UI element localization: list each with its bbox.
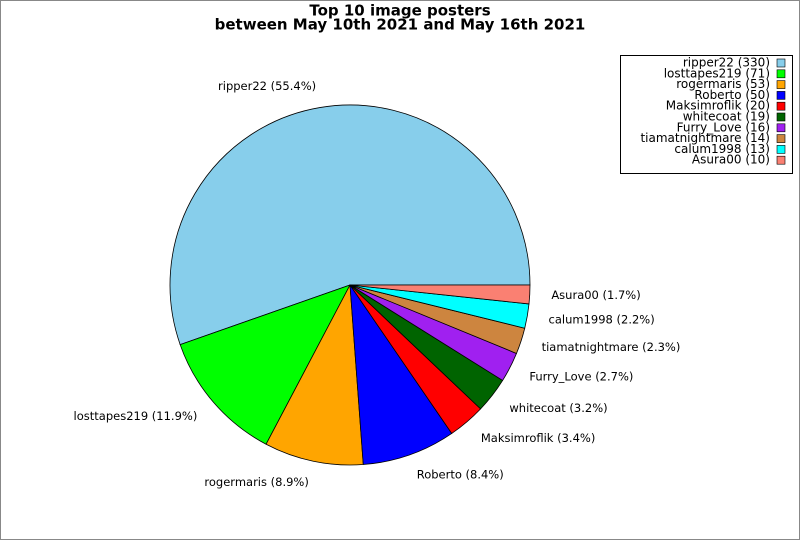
slice-label: Furry_Love (2.7%) (529, 370, 633, 384)
legend-swatch (776, 69, 786, 79)
slice-label: Maksimroflik (3.4%) (481, 431, 595, 445)
chart-title: Top 10 image posters (309, 2, 490, 20)
legend-swatch (776, 58, 786, 68)
legend-swatch (776, 123, 786, 133)
slice-label: Roberto (8.4%) (417, 468, 504, 482)
legend-label: Asura00 (10) (692, 153, 770, 167)
slice-label: Asura00 (1.7%) (551, 288, 640, 302)
legend-swatch (776, 155, 786, 165)
legend-label: tiamatnightmare (14) (640, 131, 770, 145)
legend-label: ripper22 (330) (683, 56, 770, 70)
legend-swatch (776, 80, 786, 89)
slice-label: calum1998 (2.2%) (549, 312, 655, 326)
legend-swatch (776, 101, 786, 111)
slice-label: losttapes219 (11.9%) (74, 409, 198, 423)
legend-swatch (776, 91, 786, 100)
legend-label: Furry_Love (16) (677, 120, 770, 134)
slice-label: rogermaris (8.9%) (204, 475, 308, 489)
legend-label: Maksimroflik (20) (666, 99, 770, 113)
slice-label: tiamatnightmare (2.3%) (542, 340, 681, 354)
pie-slice (179, 284, 351, 445)
chart-subtitle: between May 10th 2021 and May 16th 2021 (215, 16, 586, 34)
pie-slice (349, 284, 453, 465)
legend-box (620, 55, 793, 174)
legend-label: losttapes219 (71) (664, 66, 770, 80)
slice-label: whitecoat (3.2%) (509, 401, 607, 415)
pie-slice (265, 284, 364, 466)
legend-label: Roberto (50) (694, 88, 770, 102)
slice-label: ripper22 (55.4%) (218, 79, 316, 93)
legend-label: rogermaris (53) (676, 77, 770, 91)
legend-swatch (776, 134, 786, 143)
pie-slice (349, 284, 531, 305)
legend-label: calum1998 (13) (674, 142, 770, 156)
legend-swatch (776, 112, 786, 122)
legend-label: whitecoat (19) (683, 110, 770, 124)
legend-swatch (776, 145, 786, 154)
